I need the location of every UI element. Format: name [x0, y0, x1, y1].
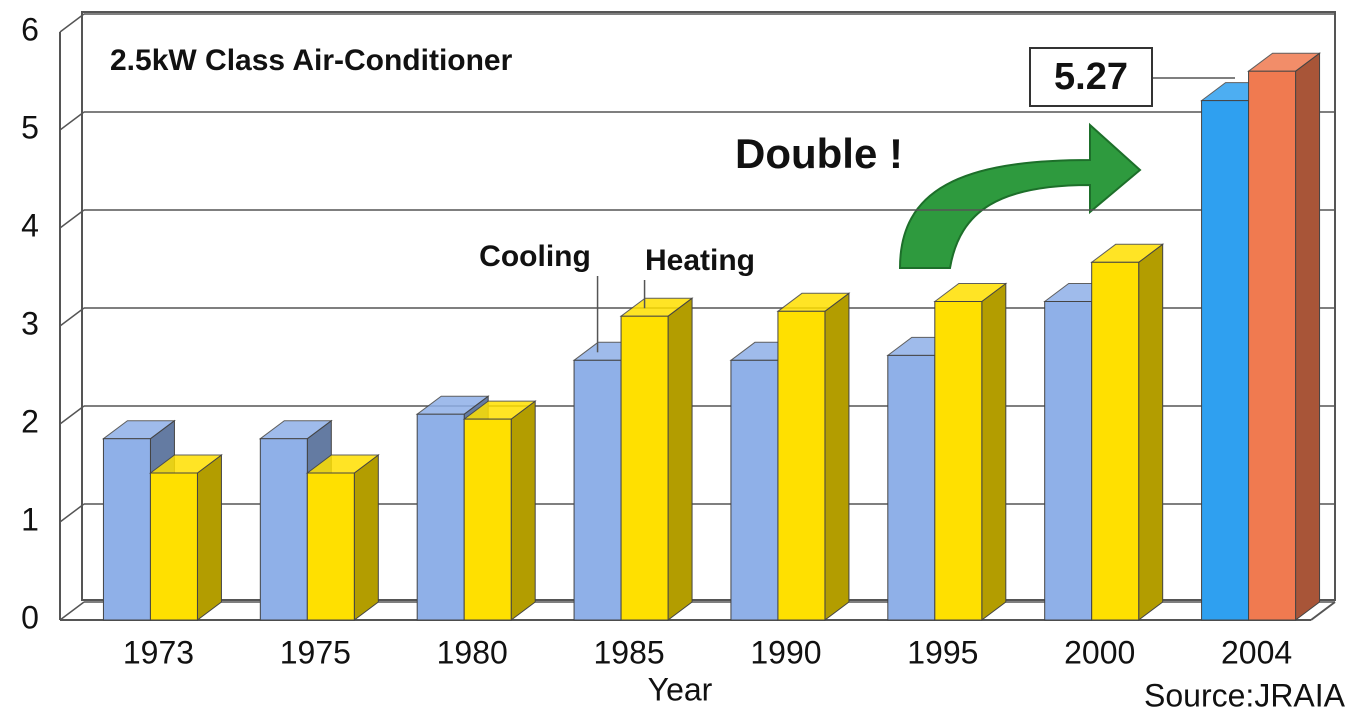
y-tick-label: 6 [21, 11, 39, 47]
annotation-box [1029, 47, 1153, 107]
bar-side [510, 400, 536, 621]
grid-line [59, 405, 85, 425]
bar-side [196, 454, 222, 621]
bar [1091, 261, 1140, 621]
annotation: 5.27 [1054, 56, 1128, 98]
x-tick-label: 1973 [123, 634, 194, 670]
bar-side [667, 297, 693, 621]
annotation: Double ! [735, 130, 903, 177]
bar [620, 315, 669, 621]
bar [777, 310, 826, 621]
y-tick-label: 2 [21, 403, 39, 439]
y-tick-label: 5 [21, 109, 39, 145]
bar [463, 418, 512, 621]
bar-side [824, 292, 850, 621]
grid-line [59, 13, 85, 33]
bar [416, 413, 465, 621]
bar [1201, 100, 1250, 621]
y-tick-label: 1 [21, 501, 39, 537]
y-tick-label: 0 [21, 599, 39, 635]
x-tick-label: 2000 [1064, 634, 1135, 670]
y-tick-label: 4 [21, 207, 39, 243]
source: Source:JRAIA [1144, 677, 1346, 713]
bar [259, 438, 308, 621]
x-tick-label: 2004 [1221, 634, 1292, 670]
bar [730, 359, 779, 621]
legend-label: Heating [645, 244, 755, 277]
x-tick-label: 1985 [593, 634, 664, 670]
x-tick-label: 1975 [280, 634, 351, 670]
arrow [898, 122, 1142, 269]
bar-side [1295, 52, 1321, 621]
x-tick-label: 1995 [907, 634, 978, 670]
grid-line [59, 601, 85, 621]
legend-label: Cooling [479, 240, 591, 273]
x-tick-label: 1990 [750, 634, 821, 670]
bar [887, 354, 936, 621]
grid-line [59, 111, 85, 131]
bar [102, 438, 151, 621]
grid-line [59, 307, 85, 327]
bar [934, 301, 983, 621]
bar [573, 359, 622, 621]
bar [306, 472, 355, 621]
grid-line [59, 209, 85, 229]
bar-side [353, 454, 379, 621]
x-axis-label: Year [648, 671, 713, 707]
bar [1044, 301, 1093, 621]
grid-line [59, 503, 85, 523]
bar [149, 472, 198, 621]
bar-side [1138, 243, 1164, 621]
y-tick-label: 3 [21, 305, 39, 341]
chart-title: 2.5kW Class Air-Conditioner [110, 44, 513, 77]
x-tick-label: 1980 [437, 634, 508, 670]
bar-side [981, 282, 1007, 621]
axis [1310, 601, 1336, 621]
bar [1248, 70, 1297, 621]
